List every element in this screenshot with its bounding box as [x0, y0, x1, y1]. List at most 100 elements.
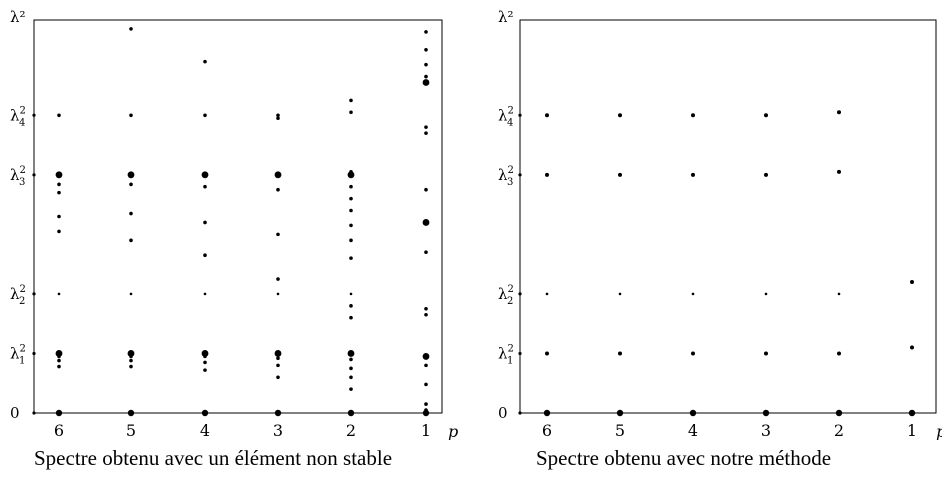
y-tick-mark — [32, 351, 36, 356]
data-point — [424, 125, 428, 129]
x-tick-label: 5 — [615, 421, 625, 440]
y-axis-label: λ² — [498, 8, 514, 26]
data-point — [201, 171, 209, 179]
y-tick-label: λ2 2 — [10, 284, 26, 307]
data-point — [422, 79, 430, 86]
y-tick-label: λ2 3 — [10, 165, 26, 188]
caption-right: Spectre obtenu avec notre méthode — [536, 446, 832, 470]
data-point — [274, 350, 282, 357]
data-point — [349, 208, 353, 213]
data-point — [203, 113, 207, 118]
x-axis-label: p — [936, 422, 942, 440]
data-point — [691, 351, 695, 356]
data-point — [910, 345, 914, 350]
caption-left: Spectre obtenu avec un élément non stabl… — [34, 446, 393, 470]
data-point — [424, 47, 428, 52]
data-point — [616, 409, 624, 417]
x-axis-label: p — [448, 422, 458, 440]
data-point — [424, 62, 428, 67]
data-point — [276, 356, 280, 361]
data-point — [689, 409, 697, 417]
chart-unstable: λ² p 0 λ2 1 λ2 2 λ2 3 λ2 4 6 5 4 3 2 1 — [10, 8, 458, 440]
y-tick-mark — [32, 292, 36, 296]
plot-frame — [519, 19, 937, 414]
data-point — [424, 74, 428, 79]
data-point — [276, 375, 280, 380]
y-tick-mark — [32, 411, 36, 415]
y-tick-label: λ2 3 — [498, 165, 514, 188]
y-tick-label: λ2 2 — [498, 284, 514, 307]
x-tick-label: 1 — [907, 421, 917, 440]
data-point — [424, 402, 428, 406]
data-point — [203, 360, 207, 365]
data-point — [837, 169, 841, 174]
data-point — [201, 409, 209, 417]
y-ticks: 0 λ2 1 λ2 2 λ2 3 λ2 4 — [498, 105, 522, 422]
data-point — [276, 292, 280, 296]
data-point — [424, 363, 428, 368]
data-point — [837, 351, 841, 356]
data-point — [908, 409, 916, 417]
data-point — [129, 354, 133, 359]
data-point — [764, 172, 768, 177]
data-point — [55, 171, 63, 179]
data-point — [129, 364, 133, 369]
data-point — [618, 351, 622, 356]
data-point — [203, 184, 207, 189]
data-point — [835, 409, 843, 417]
y-tick-label: λ2 1 — [498, 343, 514, 366]
data-point — [127, 171, 135, 179]
data-point — [57, 358, 61, 363]
data-point — [422, 409, 430, 417]
data-point — [424, 131, 428, 135]
data-point — [129, 182, 133, 187]
y-axis-label: λ² — [10, 8, 26, 26]
data-point — [347, 350, 355, 357]
data-point — [127, 350, 135, 357]
data-point — [349, 375, 353, 380]
data-point — [347, 171, 355, 179]
x-tick-label: 4 — [688, 421, 698, 440]
data-point — [55, 350, 63, 357]
data-point — [276, 232, 280, 237]
data-point — [545, 292, 549, 296]
data-point — [545, 351, 549, 356]
data-point — [762, 409, 770, 417]
y-tick-label: λ2 4 — [498, 105, 514, 128]
data-point — [203, 59, 207, 64]
x-tick-label: 5 — [126, 421, 136, 440]
data-point — [203, 368, 207, 372]
data-point — [618, 113, 622, 118]
y-tick-label: λ2 1 — [10, 343, 26, 366]
data-point — [129, 292, 133, 296]
data-point — [545, 172, 549, 177]
data-point — [349, 196, 353, 201]
data-point — [127, 409, 135, 417]
data-point — [424, 306, 428, 311]
data-point — [837, 292, 841, 296]
y-tick-mark — [518, 173, 522, 177]
x-ticks: 6 5 4 3 2 1 — [54, 421, 431, 440]
data-point — [129, 27, 133, 31]
x-tick-label: 2 — [834, 421, 844, 440]
data-point — [910, 280, 914, 284]
data-point — [422, 353, 430, 360]
data-point — [55, 409, 63, 417]
data-point — [618, 172, 622, 177]
data-point — [276, 277, 280, 281]
data-point — [349, 110, 353, 115]
data-point — [57, 364, 61, 369]
data-point — [349, 315, 353, 320]
data-point — [349, 387, 353, 391]
data-point — [57, 113, 61, 118]
x-tick-label: 4 — [200, 421, 210, 440]
data-point — [349, 366, 353, 371]
data-point — [203, 292, 207, 296]
y-tick-label: 0 — [10, 404, 20, 422]
data-point — [203, 220, 207, 225]
data-point — [422, 219, 430, 226]
data-point — [349, 238, 353, 243]
data-point — [57, 292, 61, 296]
points — [543, 110, 916, 417]
data-point — [57, 229, 61, 234]
